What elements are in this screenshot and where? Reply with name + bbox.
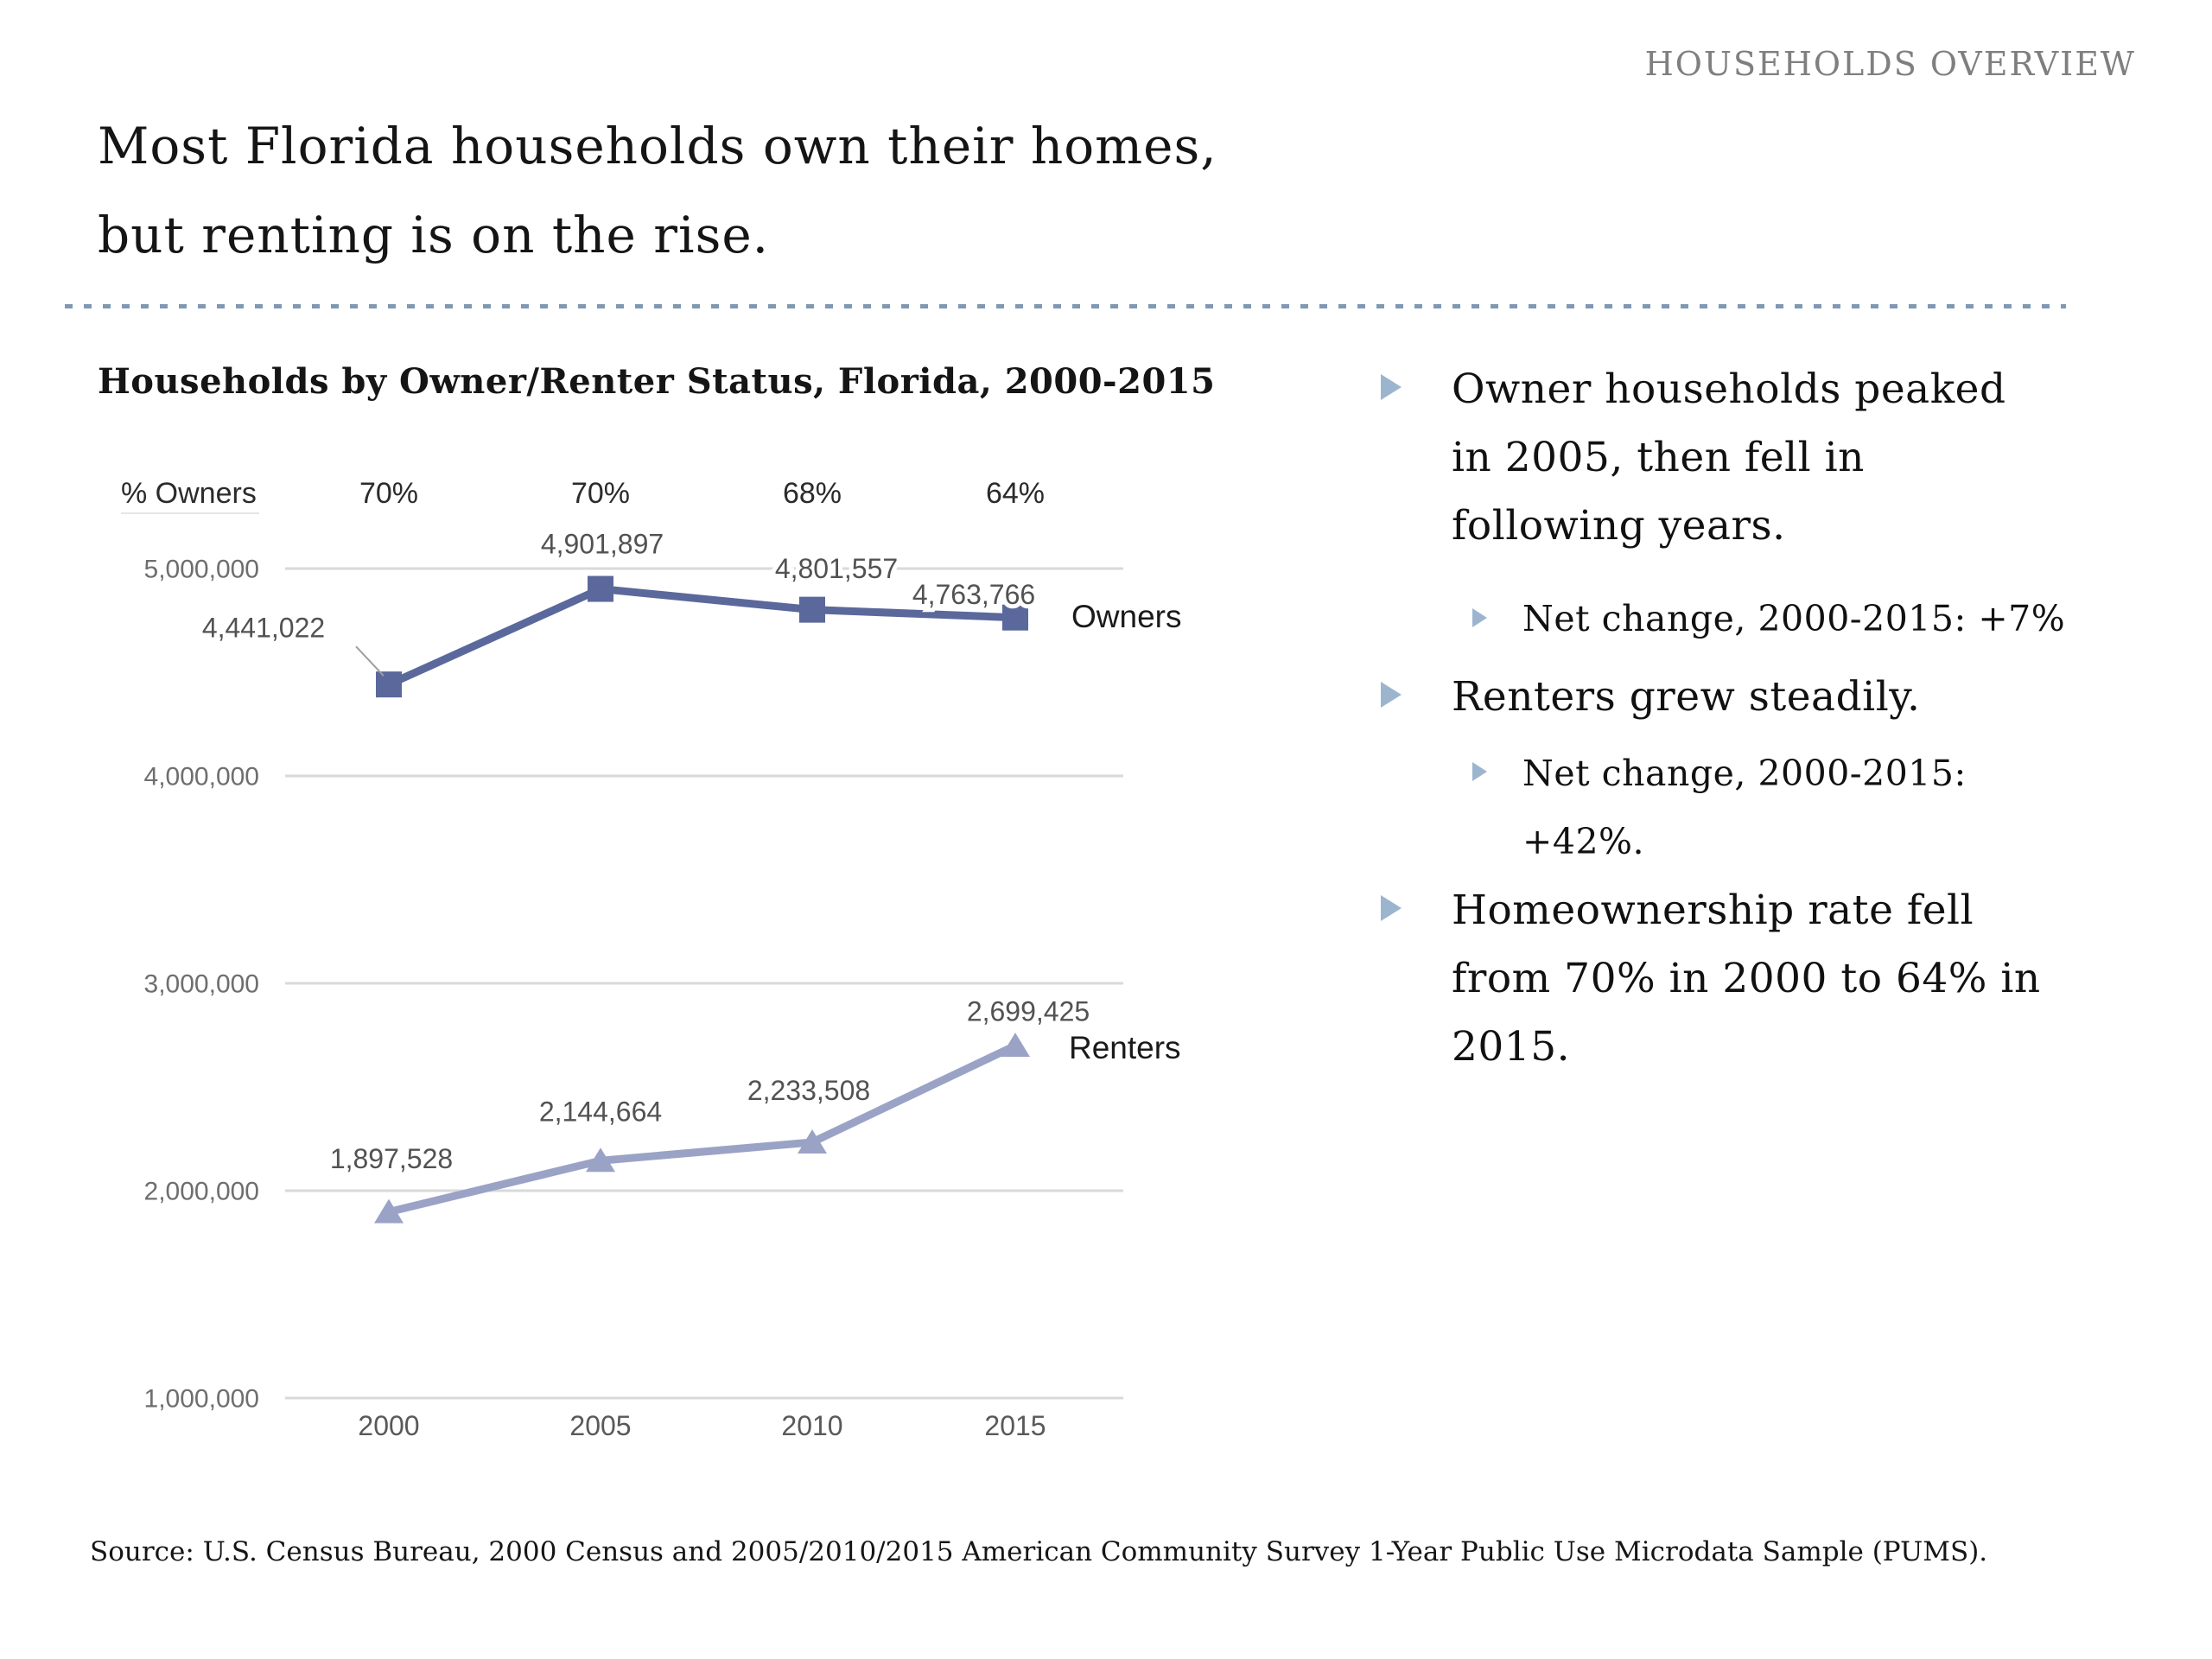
x-axis-year-label: 2015 (984, 1410, 1046, 1441)
bullet-homeownership-rate: Homeownership rate fell from 70% in 2000… (1452, 876, 2212, 1081)
bullet-renters-grew: Renters grew steadily. (1452, 663, 2212, 731)
x-axis-year-label: 2000 (358, 1410, 419, 1441)
renters-series-label: Renters (1069, 1030, 1181, 1065)
owners-series-label: Owners (1071, 599, 1181, 634)
bullet-line: 2015. (1452, 1023, 1571, 1071)
data-point-label: 4,441,022 (202, 612, 325, 643)
bullet-line: Owner households peaked (1452, 365, 2006, 413)
label-leader-line (355, 645, 385, 677)
pct-value-label: 70% (359, 477, 418, 510)
dashed-divider (65, 304, 2066, 308)
data-point-label: 2,699,425 (967, 995, 1090, 1027)
data-point-label: 2,233,508 (747, 1075, 870, 1106)
page-title: Most Florida households own their homes,… (98, 102, 1217, 280)
renters-triangle-marker (798, 1128, 827, 1154)
bullet-line: +42%. (1522, 821, 1645, 862)
page-title-line-1: Most Florida households own their homes, (98, 117, 1217, 175)
chart-heading: Households by Owner/Renter Status, Flori… (98, 361, 1216, 402)
x-axis-year-label: 2005 (569, 1410, 631, 1441)
pct-value-label: 68% (783, 477, 842, 510)
owners-square-marker (1002, 604, 1028, 631)
bullet-line: Net change, 2000-2015: +7% (1522, 598, 2066, 639)
source-citation: Source: U.S. Census Bureau, 2000 Census … (90, 1536, 1988, 1567)
bullet-line: from 70% in 2000 to 64% in (1452, 955, 2041, 1002)
owners-square-marker (376, 671, 402, 698)
data-point-label: 4,901,897 (541, 529, 664, 560)
data-point-label: 1,897,528 (330, 1143, 453, 1174)
bullet-line: Renters grew steadily. (1452, 673, 1921, 721)
y-axis-tick-label: 3,000,000 (144, 970, 259, 999)
y-axis-tick-label: 2,000,000 (144, 1178, 259, 1206)
pct-owners-label: % Owners (121, 477, 257, 510)
bullet-net-change-renters: Net change, 2000-2015: +42%. (1522, 740, 2212, 876)
x-axis-year-label: 2010 (781, 1410, 842, 1441)
bullet-owner-households: Owner households peaked in 2005, then fe… (1452, 355, 2212, 560)
y-axis-tick-label: 1,000,000 (144, 1385, 259, 1414)
bullet-line: following years. (1452, 502, 1786, 550)
bullet-arrow-icon (1381, 895, 1402, 921)
owners-square-marker (799, 596, 825, 623)
data-point-label: 4,763,766 (912, 579, 1035, 610)
page-title-line-2: but renting is on the rise. (98, 206, 770, 264)
data-point-label: 2,144,664 (539, 1096, 662, 1127)
data-point-label: 4,801,557 (775, 553, 898, 584)
bullet-line: in 2005, then fell in (1452, 434, 1865, 481)
slide-header-label: HOUSEHOLDS OVERVIEW (1644, 45, 2136, 83)
bullet-line: Homeownership rate fell (1452, 887, 1974, 934)
owners-square-marker (588, 575, 613, 602)
bullet-net-change-owners: Net change, 2000-2015: +7% (1522, 585, 2212, 653)
sub-bullet-arrow-icon (1472, 608, 1487, 627)
renters-line (387, 1042, 1017, 1216)
bullet-line: Net change, 2000-2015: (1522, 753, 1967, 794)
renters-triangle-marker (374, 1198, 404, 1224)
renters-triangle-marker (1001, 1033, 1030, 1058)
owners-line (387, 584, 1016, 689)
bullet-arrow-icon (1381, 374, 1402, 400)
y-axis-tick-label: 4,000,000 (144, 763, 259, 791)
pct-value-label: 64% (986, 477, 1045, 510)
renters-triangle-marker (586, 1147, 615, 1173)
y-axis-tick-label: 5,000,000 (144, 556, 259, 584)
sub-bullet-arrow-icon (1472, 762, 1487, 781)
pct-value-label: 70% (571, 477, 630, 510)
bullet-arrow-icon (1381, 682, 1402, 708)
